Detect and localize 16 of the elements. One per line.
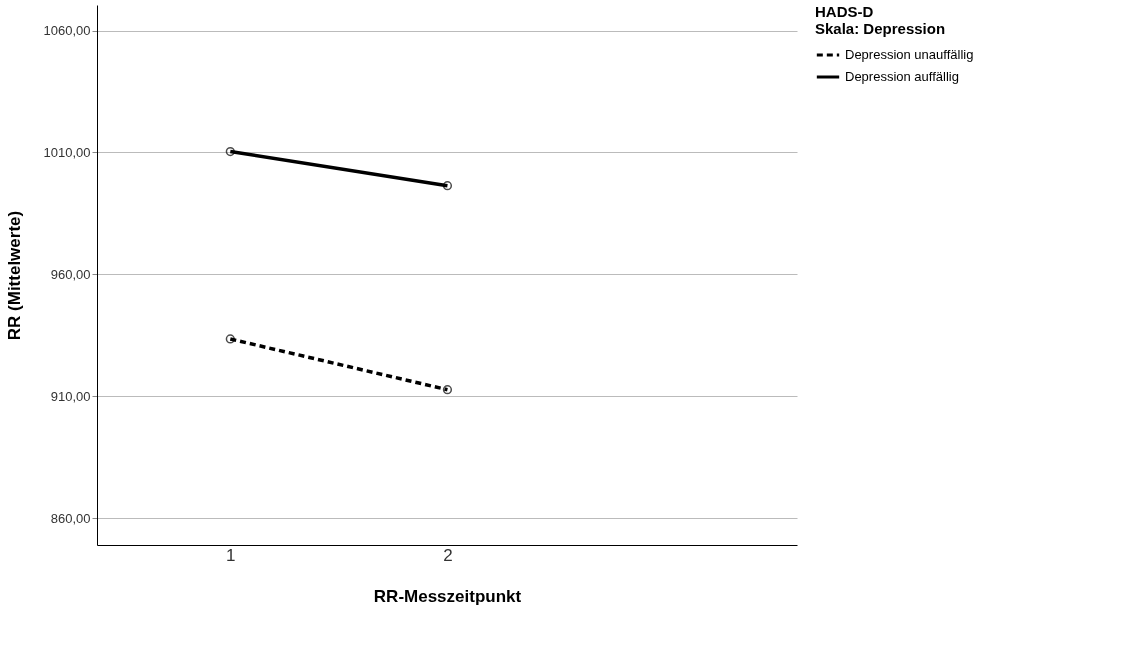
point	[442, 181, 453, 191]
point	[225, 334, 235, 344]
y-tick-label: 1010,00	[43, 144, 91, 160]
x-tick-label: 2	[443, 545, 453, 565]
x-tick-label: 1	[226, 545, 236, 565]
legend-label: Depression auffällig	[845, 69, 959, 84]
point	[442, 385, 453, 395]
legend-label: Depression unauffällig	[845, 47, 974, 62]
x-axis-title: RR-Messzeitpunkt	[373, 586, 522, 606]
y-tick-label: 1060,00	[43, 23, 91, 39]
point	[225, 146, 235, 157]
y-tick-label: 960,00	[50, 266, 91, 282]
y-axis-title: RR (Mittelwerte)	[4, 210, 24, 341]
legend-title: HADS-D Skala: Depression	[815, 3, 946, 37]
y-tick-label: 860,00	[50, 510, 91, 526]
y-tick-label: 910,00	[50, 388, 91, 404]
